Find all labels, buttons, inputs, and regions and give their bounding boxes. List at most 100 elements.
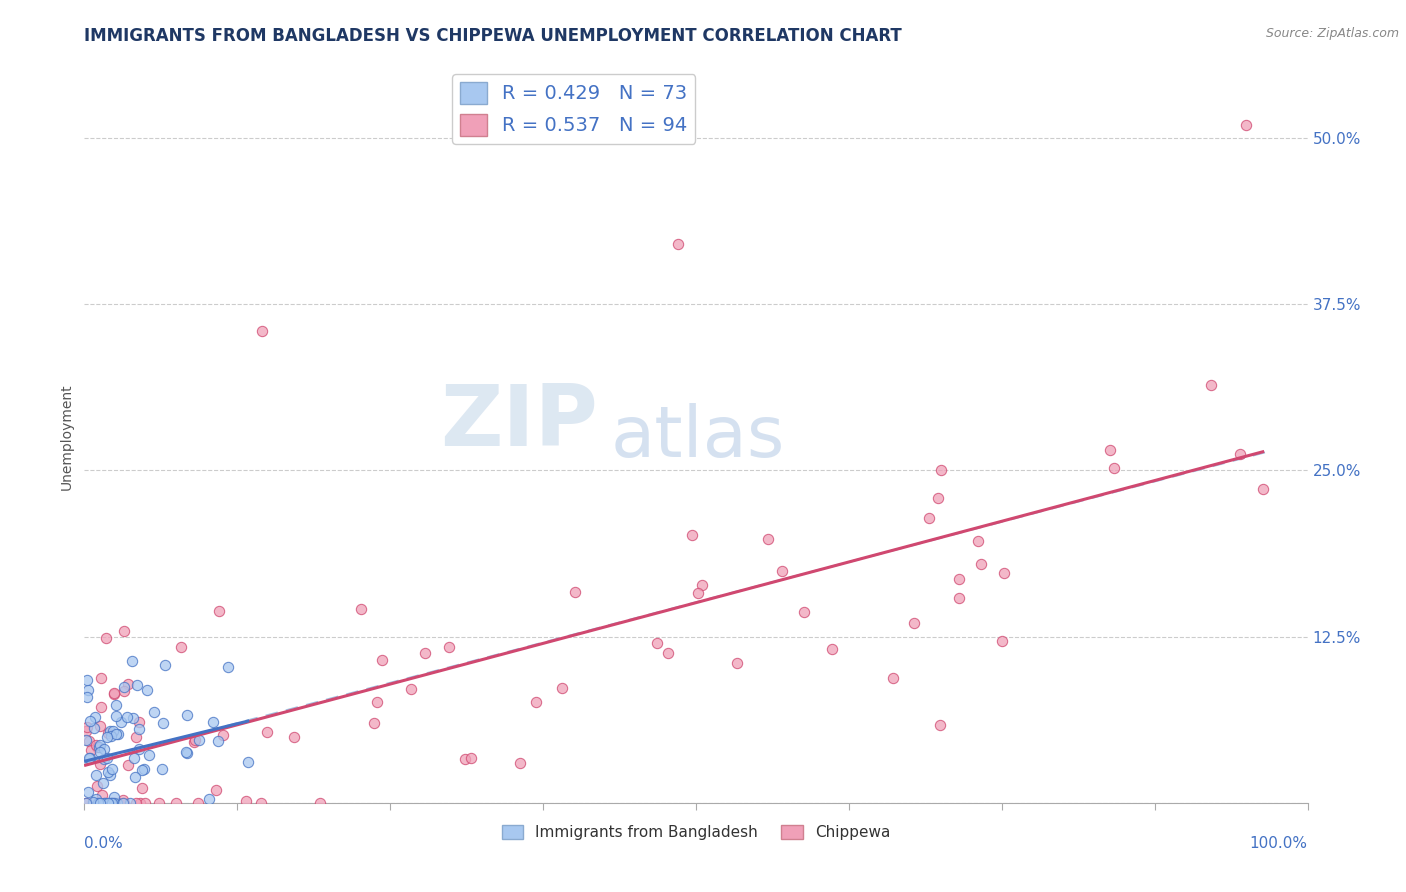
Point: [969, 558, 991, 572]
Point: [83, 722, 105, 736]
Point: [89, 757, 111, 772]
Point: [84, 767, 107, 781]
Point: [187, 796, 209, 810]
Point: [76, 720, 98, 734]
Point: [208, 603, 231, 617]
Point: [76, 683, 98, 698]
Point: [98, 796, 121, 810]
Point: [117, 709, 139, 723]
Point: [93, 741, 115, 756]
Point: [111, 796, 134, 810]
Point: [131, 781, 153, 796]
Point: [87, 796, 110, 810]
Point: [666, 237, 689, 252]
Point: [929, 463, 952, 477]
Point: [993, 566, 1015, 580]
Point: [91, 788, 114, 802]
Point: [127, 677, 149, 691]
Point: [122, 711, 145, 725]
Point: [103, 790, 125, 805]
Point: [76, 785, 98, 799]
Point: [309, 796, 332, 810]
Point: [91, 776, 114, 790]
Point: [100, 762, 122, 776]
Point: [1199, 378, 1222, 392]
Point: [882, 672, 904, 686]
Point: [152, 716, 174, 731]
Point: [211, 728, 233, 742]
Point: [366, 695, 388, 709]
Point: [96, 631, 118, 645]
Point: [138, 747, 160, 762]
Point: [363, 715, 385, 730]
Text: IMMIGRANTS FROM BANGLADESH VS CHIPPEWA UNEMPLOYMENT CORRELATION CHART: IMMIGRANTS FROM BANGLADESH VS CHIPPEWA U…: [84, 27, 903, 45]
Point: [89, 796, 111, 810]
Point: [112, 624, 135, 639]
Point: [201, 714, 224, 729]
Point: [437, 640, 460, 654]
Point: [725, 657, 748, 671]
Point: [93, 796, 115, 810]
Point: [165, 796, 187, 810]
Point: [250, 324, 273, 338]
Point: [413, 646, 436, 660]
Point: [793, 605, 815, 619]
Point: [150, 762, 173, 776]
Point: [170, 640, 193, 654]
Point: [136, 682, 159, 697]
Point: [112, 683, 135, 698]
Point: [103, 724, 125, 739]
Point: [756, 532, 779, 546]
Point: [132, 762, 155, 776]
Point: [128, 714, 150, 729]
Point: [370, 653, 392, 667]
Point: [927, 491, 949, 505]
Point: [98, 768, 121, 782]
Point: [176, 746, 198, 760]
Point: [124, 796, 146, 810]
Point: [84, 738, 107, 752]
Point: [991, 634, 1014, 648]
Point: [97, 765, 120, 780]
Point: [686, 586, 709, 600]
Point: [235, 793, 257, 807]
Point: [94, 796, 117, 810]
Text: ZIP: ZIP: [440, 381, 598, 464]
Point: [110, 715, 132, 730]
Point: [105, 727, 128, 741]
Point: [97, 726, 120, 740]
Point: [125, 730, 148, 744]
Point: [80, 743, 103, 757]
Point: [205, 782, 228, 797]
Point: [1236, 118, 1258, 132]
Point: [117, 758, 139, 772]
Point: [690, 578, 713, 592]
Point: [454, 752, 477, 766]
Point: [112, 796, 135, 810]
Point: [128, 742, 150, 756]
Point: [184, 733, 207, 747]
Point: [105, 709, 128, 723]
Point: [647, 636, 669, 650]
Point: [104, 796, 127, 810]
Point: [1102, 461, 1125, 475]
Point: [217, 660, 239, 674]
Point: [207, 734, 229, 748]
Point: [134, 796, 156, 810]
Point: [98, 796, 121, 810]
Point: [524, 695, 547, 709]
Point: [87, 796, 110, 810]
Text: 100.0%: 100.0%: [1250, 836, 1308, 851]
Point: [89, 718, 111, 732]
Y-axis label: Unemployment: Unemployment: [60, 384, 75, 491]
Point: [770, 565, 793, 579]
Point: [122, 750, 145, 764]
Point: [820, 641, 842, 656]
Point: [174, 745, 197, 759]
Point: [108, 796, 131, 810]
Point: [681, 527, 703, 541]
Point: [1229, 447, 1251, 461]
Point: [101, 796, 124, 810]
Point: [97, 796, 120, 810]
Point: [105, 698, 128, 712]
